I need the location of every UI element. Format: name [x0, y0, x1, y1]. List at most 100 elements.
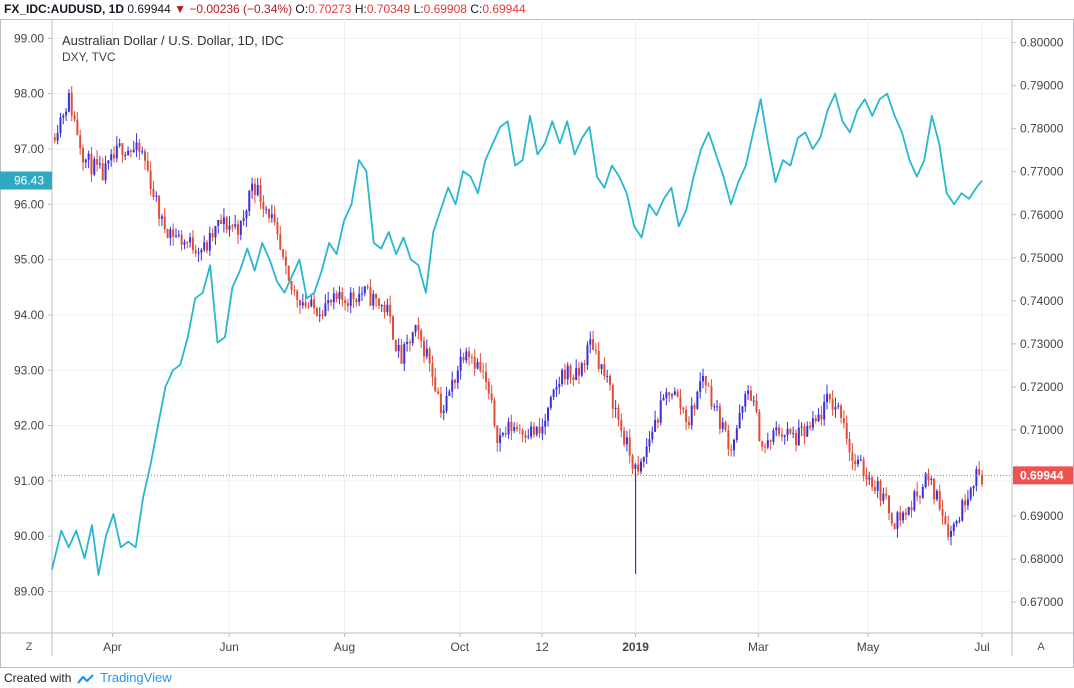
candle-body: [189, 237, 192, 243]
candle-body: [741, 406, 744, 413]
candle-body: [496, 425, 499, 444]
candle-body: [814, 418, 817, 422]
candle-body: [530, 426, 533, 437]
candle-body: [220, 220, 223, 224]
candle-body: [293, 290, 296, 292]
candle-body: [242, 218, 245, 221]
candle-body: [504, 433, 507, 435]
candle-body: [349, 292, 352, 306]
candle-body: [935, 491, 938, 500]
candle-body: [623, 430, 626, 445]
candle-body: [87, 153, 90, 160]
candle-body: [699, 381, 702, 392]
candle-body: [676, 391, 679, 397]
candle-body: [262, 201, 265, 210]
candle-body: [318, 314, 321, 316]
candle-body: [287, 265, 290, 281]
candle-body: [575, 368, 578, 381]
candle-body: [600, 364, 603, 369]
candle-body: [609, 375, 611, 385]
candle-body: [459, 356, 462, 371]
candle-body: [654, 419, 657, 432]
candle-body: [569, 365, 572, 378]
x-tick-label: Oct: [450, 640, 469, 654]
tradingview-logo-icon: [76, 673, 95, 688]
close-value: 0.69944: [482, 2, 526, 16]
candle-body: [981, 474, 983, 485]
low-value: 0.69908: [423, 2, 467, 16]
candle-body: [888, 495, 890, 514]
candle-body: [501, 433, 504, 436]
candle-body: [104, 163, 107, 181]
candle-body: [411, 332, 414, 344]
candle-body: [510, 421, 513, 431]
candle-body: [301, 302, 304, 306]
candle-body: [778, 427, 781, 435]
candle-body: [625, 437, 628, 445]
candle-body: [637, 464, 640, 472]
candle-body: [355, 299, 358, 303]
candle-body: [885, 493, 888, 496]
candle-body: [769, 440, 772, 442]
current-price-tag: [1013, 466, 1073, 485]
candle-body: [310, 299, 313, 307]
candle-body: [952, 524, 955, 532]
candle-body: [194, 250, 197, 254]
left-scale-button[interactable]: Z: [25, 641, 33, 653]
candle-body: [899, 512, 902, 521]
chart-canvas[interactable]: 99.00 98.00 97.00 96.00 95.00 94.00 93.00 92.00…: [0, 0, 1074, 668]
candle-body: [251, 183, 254, 191]
candle-body: [394, 339, 397, 352]
candle-body: [606, 375, 609, 377]
symbol-name[interactable]: FX_IDC:AUDUSD, 1D: [4, 2, 125, 16]
candle-body: [890, 513, 893, 524]
candle-body: [121, 143, 124, 155]
candle-body: [132, 149, 135, 152]
candle-body: [408, 342, 411, 344]
candle-body: [592, 339, 595, 350]
candle-body: [383, 304, 386, 313]
candle-body: [764, 446, 766, 448]
overlay-series-legend[interactable]: DXY, TVC: [62, 50, 116, 64]
candle-body: [206, 242, 208, 251]
candle-body: [225, 217, 228, 230]
candle-body: [679, 396, 682, 408]
candle-body: [335, 293, 338, 299]
candle-body: [434, 376, 437, 392]
candle-body: [228, 225, 231, 230]
candle-body: [344, 300, 347, 304]
candle-body: [169, 229, 172, 238]
tradingview-brand[interactable]: TradingView: [100, 670, 172, 685]
candle-body: [313, 299, 316, 309]
candle-body: [59, 117, 62, 134]
candle-body: [332, 293, 335, 303]
auto-scale-button[interactable]: A: [1037, 641, 1045, 653]
candle-body: [268, 209, 270, 218]
candle-body: [445, 395, 448, 411]
candle-body: [361, 293, 363, 295]
left-tick-label: 93.00: [14, 363, 44, 377]
candle-body: [834, 406, 837, 410]
candle-body: [425, 348, 428, 357]
candle-body: [710, 386, 713, 407]
candle-body: [138, 142, 141, 152]
candle-body: [597, 350, 600, 369]
candle-body: [749, 390, 752, 401]
candle-body: [786, 429, 789, 436]
candle-body: [437, 391, 440, 394]
candle-body: [589, 339, 592, 345]
created-with-label: Created with: [4, 671, 72, 685]
right-tick-label: 0.75000: [1020, 251, 1064, 265]
candle-body: [84, 159, 87, 163]
candle-body: [961, 500, 964, 521]
low-label: L:: [413, 2, 424, 16]
main-series-legend[interactable]: Australian Dollar / U.S. Dollar, 1D, IDC: [62, 33, 284, 48]
candle-body: [966, 498, 969, 506]
candle-body: [208, 233, 211, 251]
candle-body: [800, 426, 803, 428]
candle-body: [578, 368, 580, 376]
left-tick-label: 96.00: [14, 197, 44, 211]
left-tick-label: 97.00: [14, 142, 44, 156]
candle-body: [837, 405, 840, 407]
